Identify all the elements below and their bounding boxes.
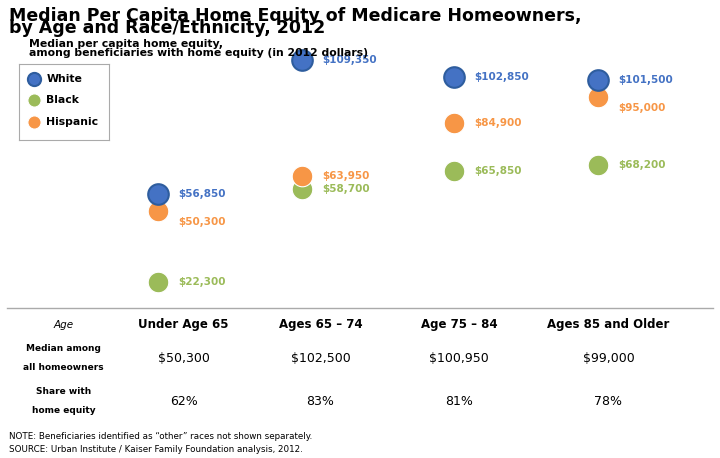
Point [297, 56, 308, 64]
Text: FOUNDATION: FOUNDATION [634, 441, 686, 447]
Point [592, 76, 603, 84]
Point [448, 168, 459, 175]
Text: $102,500: $102,500 [291, 352, 350, 365]
Text: 81%: 81% [446, 395, 473, 408]
Point [28, 76, 40, 83]
Text: Age: Age [53, 320, 73, 330]
Point [153, 207, 164, 214]
Text: Median per capita home equity,: Median per capita home equity, [29, 39, 222, 49]
Text: Ages 85 and Older: Ages 85 and Older [547, 318, 670, 331]
Text: 83%: 83% [307, 395, 334, 408]
Point [153, 278, 164, 286]
Text: FAMILY: FAMILY [639, 429, 682, 439]
Text: Hispanic: Hispanic [46, 116, 99, 126]
Text: $99,000: $99,000 [582, 352, 634, 365]
Text: $50,300: $50,300 [179, 217, 226, 227]
Text: $84,900: $84,900 [474, 118, 521, 127]
Text: $100,950: $100,950 [430, 352, 489, 365]
Text: $95,000: $95,000 [618, 103, 665, 113]
Text: among beneficiaries with home equity (in 2012 dollars): among beneficiaries with home equity (in… [29, 48, 368, 58]
Text: SOURCE: Urban Institute / Kaiser Family Foundation analysis, 2012.: SOURCE: Urban Institute / Kaiser Family … [9, 445, 303, 454]
Text: by Age and Race/Ethnicity, 2012: by Age and Race/Ethnicity, 2012 [9, 19, 325, 37]
Point [448, 119, 459, 126]
Text: $65,850: $65,850 [474, 166, 521, 176]
Text: NOTE: Beneficiaries identified as “other” races not shown separately.: NOTE: Beneficiaries identified as “other… [9, 432, 312, 442]
Text: Ages 65 – 74: Ages 65 – 74 [279, 318, 362, 331]
Point [448, 73, 459, 81]
Text: 78%: 78% [595, 395, 622, 408]
Text: $109,350: $109,350 [323, 55, 377, 65]
Point [592, 162, 603, 169]
Text: $50,300: $50,300 [158, 352, 210, 365]
Point [297, 185, 308, 193]
Text: White: White [46, 74, 82, 84]
Text: Median Per Capita Home Equity of Medicare Homeowners,: Median Per Capita Home Equity of Medicar… [9, 7, 582, 25]
Text: THE HENRY J.: THE HENRY J. [643, 410, 678, 415]
Text: home equity: home equity [32, 406, 95, 415]
Text: $101,500: $101,500 [618, 75, 672, 85]
Point [297, 172, 308, 180]
Point [153, 191, 164, 198]
Text: Median among: Median among [26, 344, 101, 354]
Text: all homeowners: all homeowners [23, 363, 104, 372]
Text: $22,300: $22,300 [179, 277, 226, 287]
Text: $58,700: $58,700 [323, 185, 370, 194]
Text: $102,850: $102,850 [474, 72, 528, 82]
Text: 62%: 62% [170, 395, 197, 408]
Text: Black: Black [46, 95, 79, 105]
Point [592, 93, 603, 100]
Text: $63,950: $63,950 [323, 171, 370, 181]
Text: $56,850: $56,850 [179, 189, 226, 199]
Text: Under Age 65: Under Age 65 [138, 318, 229, 331]
Text: $68,200: $68,200 [618, 160, 665, 170]
Point [28, 97, 40, 104]
Text: Age 75 – 84: Age 75 – 84 [421, 318, 498, 331]
Point [28, 118, 40, 125]
Text: Share with: Share with [36, 387, 91, 396]
Text: KAISER: KAISER [633, 417, 688, 430]
